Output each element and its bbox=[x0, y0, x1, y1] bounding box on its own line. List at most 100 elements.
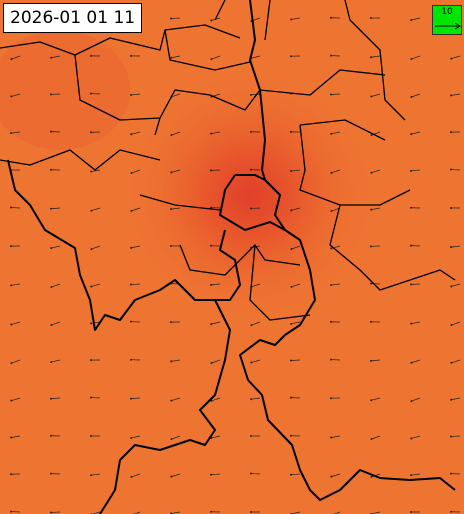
wind-arrow bbox=[411, 435, 421, 439]
wind-arrow-head bbox=[170, 360, 173, 363]
wind-arrow-head bbox=[370, 475, 373, 478]
wind-arrow bbox=[451, 55, 461, 59]
wind-arrow bbox=[291, 17, 301, 20]
wind-arrow-head bbox=[170, 438, 173, 441]
wind-arrow-head bbox=[170, 134, 173, 137]
wind-arrow-head bbox=[130, 358, 133, 361]
wind-arrow-head bbox=[250, 324, 253, 327]
wind-arrow-head bbox=[210, 169, 213, 172]
wind-arrow bbox=[51, 55, 61, 59]
wind-arrow-head bbox=[370, 17, 373, 20]
wind-arrow-head bbox=[410, 437, 413, 440]
wind-arrow bbox=[411, 169, 421, 172]
wind-arrow-head bbox=[10, 58, 13, 61]
wind-arrow bbox=[411, 473, 421, 476]
wind-arrow bbox=[291, 169, 301, 172]
wind-arrow bbox=[411, 93, 421, 98]
wind-arrow bbox=[171, 131, 181, 136]
concentration-patch bbox=[0, 30, 130, 150]
wind-arrow bbox=[251, 397, 261, 400]
wind-arrow-head bbox=[90, 474, 93, 477]
wind-arrow-head bbox=[290, 434, 293, 437]
wind-arrow bbox=[131, 131, 141, 135]
wind-legend: 10 bbox=[432, 5, 462, 35]
wind-arrow-head bbox=[210, 283, 213, 286]
wind-arrow-head bbox=[50, 130, 53, 133]
wind-arrow-head bbox=[210, 132, 213, 135]
wind-arrow-head bbox=[210, 510, 213, 513]
wind-arrow-head bbox=[330, 171, 333, 174]
wind-arrow-head bbox=[10, 473, 13, 476]
wind-arrow-head bbox=[50, 247, 53, 250]
wind-arrow-head bbox=[170, 244, 173, 247]
wind-arrow-head bbox=[450, 398, 453, 401]
wind-arrow-head bbox=[10, 245, 13, 248]
wind-arrow-head bbox=[450, 246, 453, 249]
wind-arrow-head bbox=[90, 54, 93, 57]
wind-arrow bbox=[51, 321, 61, 326]
wind-arrow-head bbox=[330, 132, 333, 135]
wind-arrow-head bbox=[50, 285, 53, 288]
wind-arrow-head bbox=[410, 95, 413, 98]
wind-arrow-head bbox=[290, 396, 293, 399]
wind-arrow-head bbox=[130, 283, 133, 286]
wind-arrow-head bbox=[90, 170, 93, 173]
wind-arrow bbox=[291, 283, 301, 288]
wind-arrow-head bbox=[370, 95, 373, 98]
wind-arrow bbox=[11, 55, 21, 60]
wind-arrow-head bbox=[90, 248, 93, 251]
wind-arrow bbox=[131, 473, 141, 478]
wind-arrow bbox=[451, 397, 461, 401]
wind-arrow-head bbox=[370, 245, 373, 248]
wind-arrow-head bbox=[90, 359, 93, 362]
wind-arrow-head bbox=[130, 133, 133, 136]
wind-arrow bbox=[171, 435, 181, 440]
wind-arrow-head bbox=[210, 473, 213, 476]
wind-arrow bbox=[211, 321, 221, 325]
wind-arrow bbox=[91, 511, 101, 514]
wind-arrow-head bbox=[290, 170, 293, 173]
wind-arrow-head bbox=[10, 510, 13, 513]
wind-arrow bbox=[11, 435, 21, 438]
wind-arrow bbox=[331, 131, 341, 135]
wind-arrow-head bbox=[170, 171, 173, 174]
wind-arrow bbox=[331, 169, 341, 174]
wind-arrow-head bbox=[10, 284, 13, 287]
wind-arrow-head bbox=[330, 54, 333, 57]
wind-arrow-head bbox=[250, 511, 253, 514]
wind-arrow-head bbox=[410, 474, 413, 477]
wind-arrow bbox=[11, 359, 21, 364]
wind-arrow bbox=[331, 283, 341, 286]
wind-arrow-head bbox=[370, 399, 373, 402]
wind-arrow-head bbox=[90, 285, 93, 288]
wind-arrow-head bbox=[130, 436, 133, 439]
wind-arrow-head bbox=[210, 206, 213, 209]
wind-arrow-head bbox=[410, 169, 413, 172]
wind-arrow-head bbox=[410, 133, 413, 136]
wind-arrow-head bbox=[410, 283, 413, 286]
wind-arrow-head bbox=[330, 16, 333, 19]
wind-arrow bbox=[411, 131, 421, 135]
wind-arrow bbox=[451, 93, 461, 96]
wind-arrow-head bbox=[130, 475, 133, 478]
wind-arrow-head bbox=[10, 436, 13, 439]
wind-arrow bbox=[171, 93, 181, 98]
wind-arrow-head bbox=[410, 322, 413, 325]
wind-arrow-head bbox=[370, 438, 373, 441]
wind-arrow bbox=[51, 207, 61, 210]
wind-arrow-head bbox=[370, 282, 373, 285]
wind-arrow-head bbox=[90, 92, 93, 95]
wind-arrow-head bbox=[290, 130, 293, 133]
wind-arrow bbox=[171, 55, 181, 59]
wind-arrow-head bbox=[290, 55, 293, 58]
wind-arrow bbox=[131, 93, 141, 96]
wind-arrow-head bbox=[130, 246, 133, 249]
wind-arrow-head bbox=[450, 435, 453, 438]
wind-arrow bbox=[371, 55, 381, 58]
wind-arrow bbox=[291, 321, 301, 325]
wind-arrow bbox=[171, 359, 181, 362]
wind-arrow-head bbox=[410, 244, 413, 247]
wind-arrow bbox=[171, 511, 181, 514]
wind-arrow bbox=[371, 397, 381, 401]
wind-arrow-head bbox=[250, 472, 253, 475]
